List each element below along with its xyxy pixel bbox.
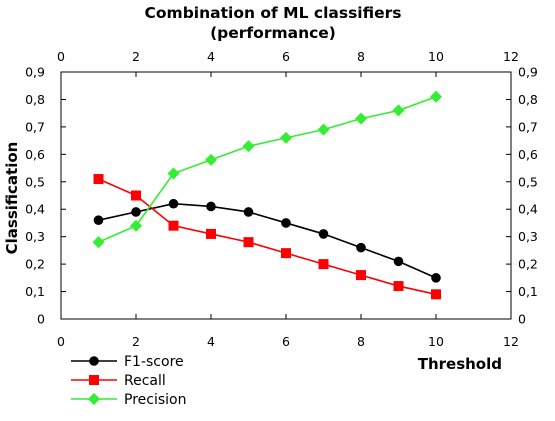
- x-tick-label-bottom: 8: [357, 334, 365, 349]
- legend: F1-score Recall Precision: [71, 354, 186, 408]
- recall-point: [93, 174, 104, 185]
- y-tick-label-right: 0,1: [518, 284, 538, 299]
- precision-point: [430, 90, 442, 103]
- y-tick-label-right: 0,5: [518, 174, 538, 189]
- f1-score-point: [206, 201, 216, 212]
- x-tick-label-top: 0: [57, 49, 65, 64]
- legend-f1-score-marker: [89, 356, 99, 366]
- chart-subtitle: (performance): [210, 24, 336, 42]
- precision-point: [280, 131, 292, 144]
- legend-recall-label: Recall: [124, 373, 166, 389]
- precision-point: [92, 236, 105, 249]
- x-tick-label-top: 8: [357, 49, 365, 64]
- y-tick-label-right: 0,3: [518, 229, 538, 244]
- plot-frame: [60, 71, 512, 320]
- f1-score-point: [131, 207, 141, 217]
- recall-point: [243, 237, 254, 248]
- y-tick-label-left: 0,7: [25, 119, 45, 134]
- recall-point: [318, 259, 329, 270]
- x-tick-label-top: 6: [282, 49, 290, 64]
- f1-score-point: [168, 198, 179, 209]
- f1-score-point: [243, 207, 254, 217]
- y-tick-label-right: 0,7: [518, 119, 538, 134]
- y-tick-label-left: 0,6: [25, 147, 45, 162]
- y-tick-label-left: 0,1: [25, 284, 45, 299]
- precision-point: [242, 140, 255, 153]
- legend-precision-marker: [88, 393, 100, 405]
- precision-point: [130, 219, 142, 232]
- recall-point: [206, 228, 216, 239]
- precision-point: [392, 104, 405, 117]
- x-tick-label-bottom: 4: [207, 334, 215, 349]
- y-tick-label-right: 0,9: [518, 65, 538, 80]
- y-tick-label-left: 0,2: [25, 257, 45, 272]
- x-tick-label-bottom: 2: [132, 334, 140, 349]
- y-tick-label-left: 0,9: [25, 65, 45, 80]
- recall-point: [431, 289, 441, 300]
- y-tick-label-right: 0,6: [518, 147, 538, 162]
- precision-point: [205, 153, 217, 166]
- f1-score-line: [98, 202, 437, 279]
- x-tick-label-bottom: 0: [57, 334, 65, 349]
- precision-point: [167, 167, 180, 180]
- precision-line: [98, 95, 437, 243]
- f1-score-point: [431, 273, 441, 283]
- x-tick-label-top: 4: [207, 49, 215, 64]
- y-tick-label-left: 0: [37, 312, 45, 327]
- recall-line: [98, 178, 437, 296]
- x-tick-label-bottom: 6: [282, 334, 290, 349]
- recall-point: [281, 248, 291, 259]
- y-tick-label-right: 0,2: [518, 257, 538, 272]
- recall-point: [131, 190, 141, 201]
- legend-recall-marker: [89, 375, 99, 385]
- x-tick-label-top: 12: [503, 49, 519, 64]
- x-tick-label-bottom: 12: [503, 334, 519, 349]
- chart-title: Combination of ML classifiers: [145, 4, 402, 22]
- recall-point: [393, 281, 404, 292]
- f1-score-point: [393, 256, 404, 267]
- f1-score-point: [318, 229, 329, 239]
- recall-point: [356, 270, 366, 281]
- x-axis-label: Threshold: [418, 355, 502, 373]
- precision-point: [317, 123, 330, 136]
- y-tick-label-left: 0,8: [25, 92, 45, 107]
- legend-f1-score-label: F1-score: [124, 354, 184, 370]
- x-tick-label-bottom: 10: [428, 334, 444, 349]
- x-tick-label-top: 10: [428, 49, 444, 64]
- legend-precision-label: Precision: [124, 392, 186, 408]
- f1-score-point: [281, 218, 291, 228]
- precision-point: [355, 112, 367, 125]
- y-axis-label: Classification: [3, 142, 21, 255]
- series-group: [92, 90, 442, 300]
- recall-point: [168, 220, 179, 231]
- y-tick-label-right: 0,4: [518, 202, 538, 217]
- y-tick-label-left: 0,4: [25, 202, 45, 217]
- f1-score-point: [356, 242, 366, 253]
- f1-score-point: [93, 215, 104, 225]
- x-tick-label-top: 2: [132, 49, 140, 64]
- y-tick-label-left: 0,3: [25, 229, 45, 244]
- y-tick-label-left: 0,5: [25, 174, 45, 189]
- y-tick-label-right: 0: [518, 312, 526, 327]
- y-tick-label-right: 0,8: [518, 92, 538, 107]
